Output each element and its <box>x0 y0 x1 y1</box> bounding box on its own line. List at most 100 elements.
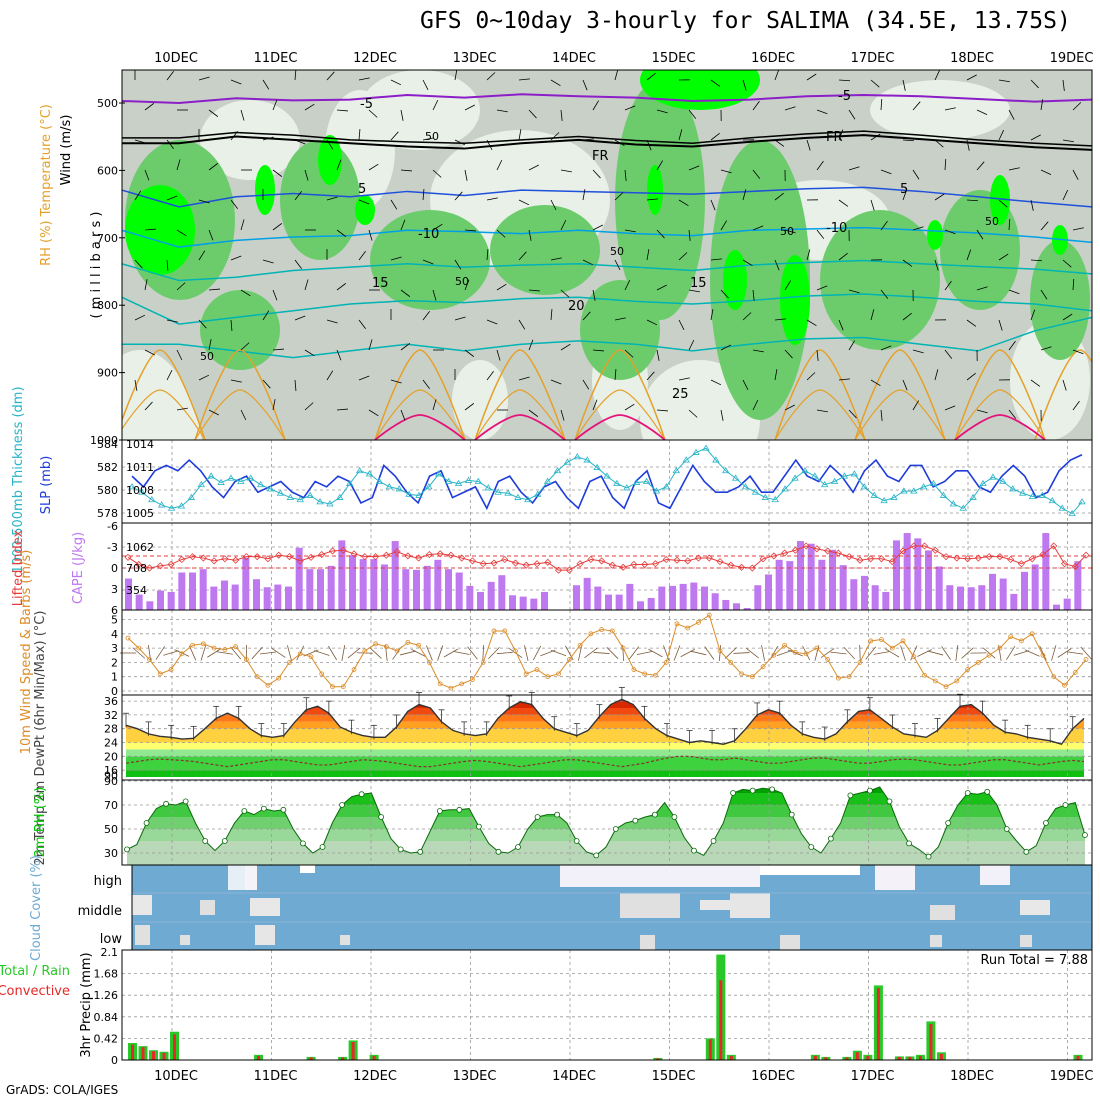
wind-tick-label: 4 <box>111 628 118 641</box>
wind-barb <box>870 133 881 141</box>
precip-convective-bar <box>866 1055 870 1060</box>
rh-marker <box>593 852 600 859</box>
thickness-marker <box>910 487 918 494</box>
cape-bar <box>914 538 922 610</box>
isotherm-label: 15 <box>690 276 707 291</box>
precip-legend-total: Total / Rain <box>0 964 70 979</box>
cape-bar <box>818 559 826 610</box>
li-marker <box>608 561 616 569</box>
precip-convective-bar <box>929 1024 933 1060</box>
precip-convective-bar <box>372 1055 376 1060</box>
wind-speed-marker <box>782 642 788 648</box>
thickness-marker <box>969 493 977 500</box>
cape-bar <box>583 577 591 610</box>
wind-barb <box>176 407 188 411</box>
wind-barb <box>934 369 939 381</box>
wind-barb <box>454 139 466 146</box>
wind-barb <box>966 372 976 381</box>
thickness-marker <box>870 491 878 498</box>
wind-barb <box>656 109 668 114</box>
li-marker <box>942 553 950 561</box>
cape-bar <box>135 594 143 610</box>
wind-barb <box>208 288 220 291</box>
wind-barb <box>592 289 596 301</box>
precip-ylabel: 3hr Precip (mm) <box>79 952 94 1057</box>
li-marker <box>684 557 692 565</box>
wind10m-barb <box>578 645 583 661</box>
rh-moist-area <box>580 280 660 380</box>
cape-bar <box>509 595 516 610</box>
wind-barb <box>806 249 811 261</box>
thickness-marker <box>454 479 463 487</box>
rh-marker <box>651 811 658 818</box>
wind-barb <box>518 199 530 206</box>
date-label-top: 18DEC <box>950 51 994 66</box>
rh-marker <box>1023 848 1030 855</box>
wind-speed-marker <box>276 675 282 681</box>
cape-tick-label: 354 <box>126 584 147 597</box>
wind-barb <box>976 229 984 240</box>
precip-tick-label: 0.84 <box>94 1011 119 1024</box>
li-marker <box>533 560 541 568</box>
wind-barb <box>550 379 562 385</box>
wind-barb <box>390 79 402 86</box>
li-marker <box>867 555 875 563</box>
li-marker <box>651 560 660 568</box>
slp-tick-label: 1005 <box>126 507 154 520</box>
li-marker <box>458 554 466 562</box>
wind10m-barb <box>865 646 877 660</box>
cloud-patch <box>180 935 190 945</box>
temp-tick-label: 20 <box>104 750 118 763</box>
precip-tick-label: 0.42 <box>94 1032 119 1045</box>
wind10m-barb <box>584 647 598 659</box>
wind-barb <box>646 371 655 381</box>
wind-speed-marker <box>244 657 249 662</box>
wind-barb <box>336 283 347 291</box>
rh-dry-area <box>200 100 300 180</box>
wind10m-barb <box>1051 645 1057 661</box>
wind-speed-marker <box>523 671 529 677</box>
wind-barb <box>368 409 379 417</box>
li-marker <box>296 557 304 565</box>
li-tick-label: -3 <box>107 541 118 554</box>
rh-contour-label: 50 <box>985 215 999 228</box>
wind-barb <box>358 319 366 330</box>
wind-barb <box>742 79 747 91</box>
thickness-marker <box>761 493 770 500</box>
li-marker <box>404 552 412 560</box>
rh-marker <box>339 802 345 808</box>
wind10m-barb <box>207 648 222 658</box>
wind-speed-marker <box>932 678 938 684</box>
wind-barb <box>848 289 860 294</box>
wind-barb <box>624 279 631 291</box>
wind-barb <box>326 139 334 150</box>
wind-tick-label: 3 <box>111 642 118 655</box>
wind-barb <box>880 289 889 299</box>
wind-barb <box>614 259 621 270</box>
isotherm-label: 20 <box>568 299 585 314</box>
cape-bar <box>498 575 506 610</box>
wind-barb <box>646 198 658 201</box>
rh-marker <box>124 846 130 853</box>
wind-barb <box>432 289 437 301</box>
wind-barb <box>678 252 688 261</box>
isotherm-line <box>122 134 1092 151</box>
wind10m-barb <box>663 645 670 661</box>
wind-speed-marker <box>1008 634 1014 640</box>
cape-bar <box>573 585 580 610</box>
thickness-marker <box>712 456 720 463</box>
wind-barb <box>518 376 530 381</box>
thickness-marker <box>722 467 730 474</box>
wind-barb <box>528 164 539 171</box>
thickness-marker <box>949 500 958 507</box>
wind10m-barb <box>927 650 944 656</box>
date-label-bottom: 19DEC <box>1050 1069 1094 1084</box>
wind-barb <box>464 229 476 232</box>
isotherm-label: FR <box>826 130 843 145</box>
wind-barb <box>326 71 335 81</box>
cape-bar <box>210 586 218 610</box>
wind-barb <box>774 369 778 381</box>
thickness-marker <box>296 495 304 503</box>
wind-barb <box>486 72 496 81</box>
wind-barb <box>902 259 913 267</box>
